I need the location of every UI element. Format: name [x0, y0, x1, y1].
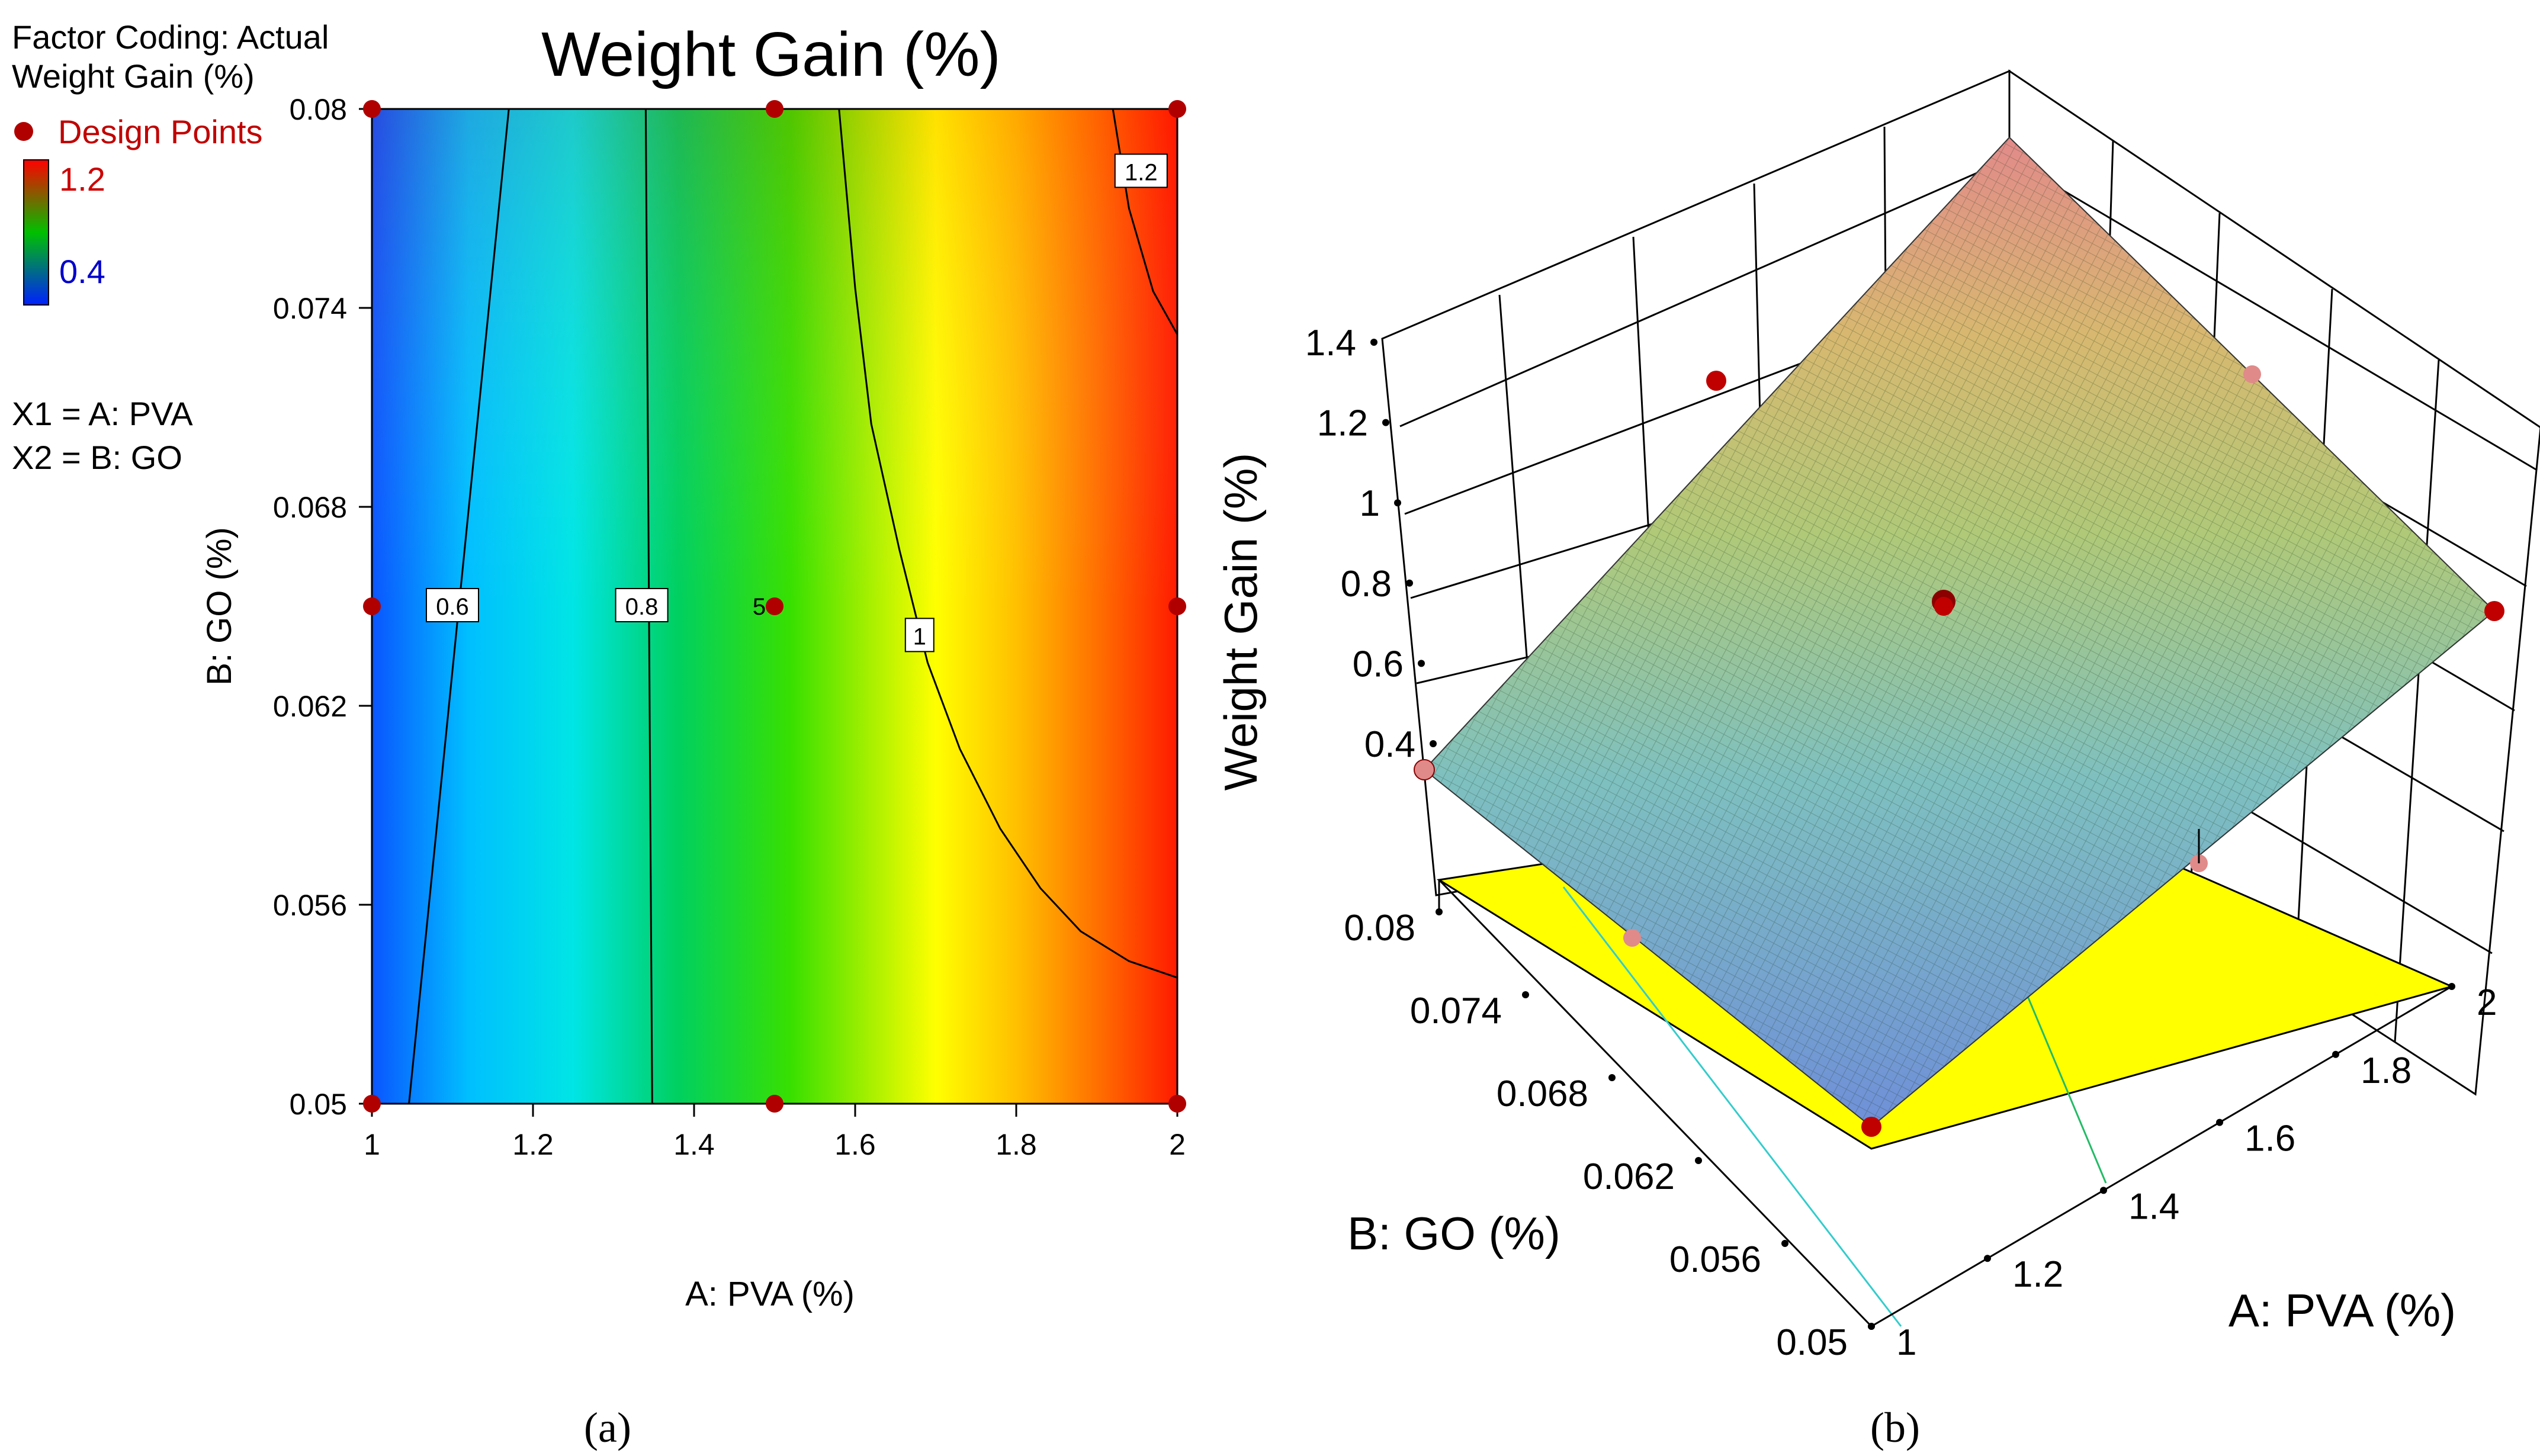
go-tick-mark: [1695, 1157, 1702, 1164]
x-tick-label: 1.6: [834, 1128, 876, 1161]
contour-label-box: [904, 618, 935, 653]
pva-axis-ticks: 1 1.2 1.4 1.6 1.8 2: [1868, 982, 2497, 1363]
go-tick-mark: [1781, 1240, 1788, 1247]
contour-labels: 0.6 0.8 1 1.2: [426, 153, 1168, 653]
contour-label: 1: [913, 623, 926, 650]
contour-label-box: [615, 588, 669, 622]
y-axis-label: B: GO (%): [200, 527, 239, 685]
z-tick-label: 1.2: [1317, 403, 1368, 444]
z-tick-mark: [1394, 499, 1401, 507]
y-tick-label: 0.08: [290, 93, 347, 126]
y-tick-label: 0.068: [273, 491, 347, 524]
x-axis-label: A: PVA (%): [685, 1275, 855, 1313]
go-axis-label: B: GO (%): [1347, 1207, 1560, 1259]
pva-tick-label: 1.4: [2128, 1186, 2179, 1227]
z-axis-label: Weight Gain (%): [1215, 453, 1267, 791]
pva-tick-label: 2: [2477, 982, 2497, 1023]
panel-a-contour: Factor Coding: Actual Weight Gain (%) De…: [12, 18, 1186, 1451]
pva-tick-label: 1.8: [2361, 1050, 2411, 1091]
x-tick-label: 1.8: [996, 1128, 1037, 1161]
z-tick-label: 0.6: [1353, 644, 1404, 684]
pva-tick-mark: [1868, 1323, 1875, 1330]
design-point: [363, 1095, 381, 1113]
contour-label: 1.2: [1125, 159, 1158, 185]
pva-axis-label: A: PVA (%): [2228, 1284, 2456, 1336]
y-axis-ticks: 0.05 0.056 0.062 0.068 0.074 0.08: [273, 93, 372, 1121]
go-tick-label: 0.074: [1410, 991, 1502, 1031]
legend-x2: X2 = B: GO: [12, 439, 182, 476]
legend-design-points: Design Points: [58, 113, 263, 150]
legend-x1: X1 = A: PVA: [12, 395, 193, 432]
legend-response: Weight Gain (%): [12, 57, 255, 95]
go-tick-label: 0.05: [1776, 1322, 1848, 1363]
z-tick-label: 0.4: [1364, 724, 1415, 765]
x-tick-label: 1.2: [512, 1128, 554, 1161]
design-point: [363, 100, 381, 118]
go-tick-mark: [1608, 1074, 1616, 1081]
legend-factor-coding: Factor Coding: Actual: [12, 18, 329, 56]
legend-color-low: 0.4: [59, 253, 105, 290]
contour-label-box: [426, 588, 479, 622]
pva-tick-mark: [2332, 1050, 2339, 1058]
go-tick-label: 0.08: [1344, 908, 1415, 949]
contour-title: Weight Gain (%): [541, 20, 1001, 89]
design-point: [766, 1095, 783, 1113]
z-tick-mark: [1370, 339, 1377, 346]
panel-b-surface: 0.4 0.6 0.8 1 1.2 1.4 0.05 0.056 0.062 0.068 0.07…: [1215, 69, 2540, 1451]
y-tick-label: 0.062: [273, 690, 347, 723]
legend-color-bar: [23, 159, 49, 306]
pva-tick-label: 1: [1896, 1322, 1916, 1363]
design-points: 5: [363, 100, 1186, 1113]
go-tick-label: 0.062: [1583, 1156, 1675, 1197]
pva-tick-mark: [1984, 1255, 1991, 1262]
design-point: [766, 597, 783, 615]
z-tick-label: 1.4: [1305, 323, 1356, 364]
z-tick-label: 1: [1360, 483, 1380, 524]
go-tick-mark: [1436, 908, 1443, 915]
x-tick-label: 1.4: [673, 1128, 715, 1161]
contour-label: 0.6: [436, 594, 469, 620]
legend-design-point-marker: [14, 122, 33, 141]
contour-label-box: [1114, 153, 1168, 188]
contour-label: 0.8: [625, 594, 659, 620]
go-tick-label: 0.068: [1497, 1073, 1588, 1114]
pva-tick-label: 1.6: [2244, 1118, 2295, 1159]
z-axis-ticks: 0.4 0.6 0.8 1 1.2 1.4: [1305, 323, 1437, 765]
x-axis-ticks: 1 1.2 1.4 1.6 1.8 2: [364, 1104, 1186, 1161]
design-point: [363, 597, 381, 615]
y-tick-label: 0.074: [273, 292, 347, 325]
go-axis-ticks: 0.05 0.056 0.062 0.068 0.074 0.08: [1344, 908, 1875, 1363]
design-point-replicates: 5: [753, 594, 766, 620]
z-tick-label: 0.8: [1341, 564, 1392, 605]
pva-tick-label: 1.2: [2012, 1254, 2063, 1295]
y-tick-label: 0.05: [290, 1088, 347, 1121]
pva-tick-mark: [2100, 1187, 2107, 1194]
go-tick-mark: [1522, 991, 1529, 998]
y-tick-label: 0.056: [273, 889, 347, 922]
legend-color-high: 1.2: [59, 160, 105, 198]
x-tick-label: 1: [364, 1128, 380, 1161]
caption-a: (a): [584, 1404, 631, 1451]
design-point: [1168, 597, 1186, 615]
z-tick-mark: [1382, 419, 1389, 426]
z-tick-mark: [1430, 740, 1437, 747]
x-tick-label: 2: [1169, 1128, 1186, 1161]
pva-tick-mark: [2216, 1118, 2223, 1126]
pva-tick-mark: [2448, 983, 2455, 990]
caption-b: (b): [1870, 1404, 1920, 1451]
z-tick-mark: [1406, 579, 1413, 587]
z-tick-mark: [1418, 660, 1425, 667]
contour-line-1: [838, 108, 1178, 979]
surface-design-points: [1414, 365, 2504, 1137]
design-point: [766, 100, 783, 118]
design-point: [1168, 1095, 1186, 1113]
go-tick-label: 0.056: [1669, 1239, 1761, 1280]
design-point: [1168, 100, 1186, 118]
